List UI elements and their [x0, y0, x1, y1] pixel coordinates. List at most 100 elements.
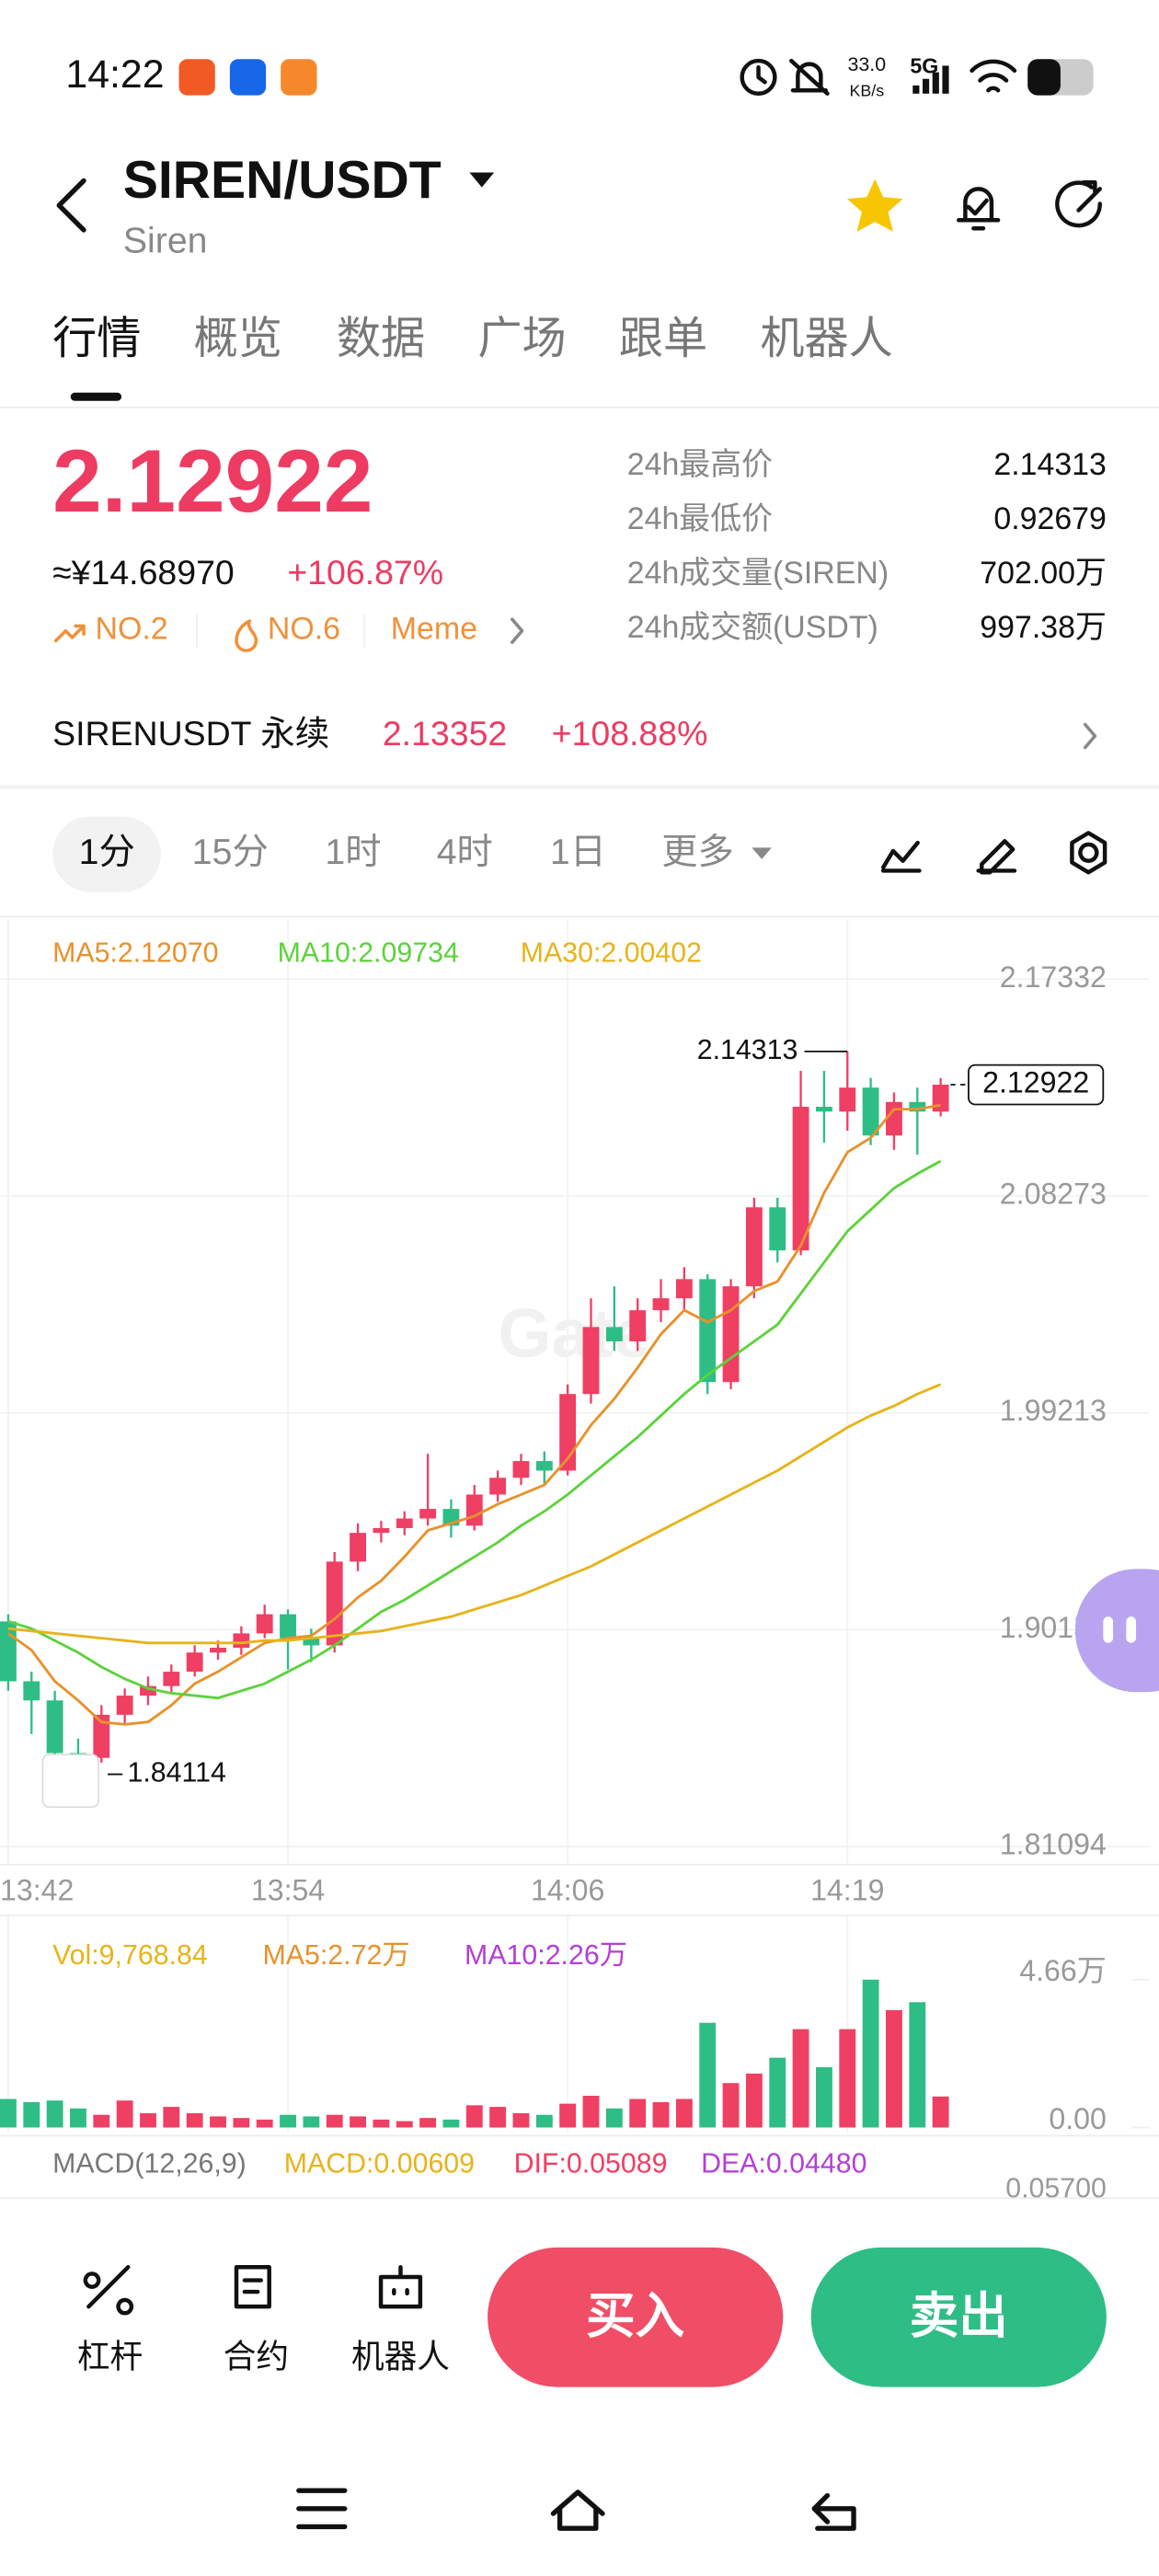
- volume-bar: [582, 2096, 600, 2128]
- buy-button[interactable]: [488, 2247, 784, 2387]
- tab[interactable]: 行情: [52, 314, 141, 363]
- volume-bar: [769, 2057, 786, 2128]
- tag-more[interactable]: [511, 617, 524, 645]
- tab[interactable]: 概览: [194, 314, 282, 363]
- tab[interactable]: 数据: [337, 314, 425, 363]
- app-icon: [281, 59, 317, 96]
- candle-body: [886, 1101, 902, 1136]
- candle-body: [629, 1310, 647, 1341]
- floating-assistant[interactable]: [1075, 1569, 1159, 1693]
- interval[interactable]: 1时: [325, 832, 381, 872]
- candle-body: [909, 1101, 926, 1112]
- share-button[interactable]: [1055, 179, 1102, 228]
- candle-body: [652, 1298, 670, 1311]
- tag[interactable]: NO.6: [268, 612, 340, 647]
- tool-label[interactable]: 合约: [224, 2339, 289, 2375]
- stat-label: 24h最低价: [627, 501, 773, 536]
- bot-icon[interactable]: [378, 2265, 423, 2309]
- leverage-icon[interactable]: [83, 2265, 134, 2316]
- x-tick-label: 13:42: [0, 1874, 74, 1907]
- legend-entry: MA5:2.12070: [52, 938, 218, 969]
- volume-bar: [93, 2114, 110, 2128]
- x-tick-label: 14:19: [810, 1874, 884, 1907]
- candle-body: [699, 1279, 717, 1383]
- candle-body: [512, 1461, 530, 1478]
- more-dropdown[interactable]: [752, 847, 772, 859]
- volume-bar: [0, 2099, 17, 2128]
- volume-legend: MA5:2.72万: [263, 1940, 410, 1971]
- ma-line: [7, 1383, 942, 1645]
- ma-line: [7, 1159, 942, 1700]
- sell-button[interactable]: [810, 2247, 1107, 2387]
- volume-bar: [512, 2112, 530, 2128]
- nav-back[interactable]: [811, 2492, 856, 2531]
- candle-body: [535, 1461, 553, 1471]
- candle-body: [140, 1685, 156, 1696]
- candle-body: [722, 1286, 740, 1383]
- nav-home[interactable]: [550, 2490, 605, 2531]
- candle-body: [932, 1085, 949, 1112]
- candle-body: [675, 1279, 693, 1299]
- volume-bar: [442, 2119, 460, 2128]
- candle-body: [116, 1696, 133, 1715]
- y-tick-label: 2.17332: [1000, 960, 1107, 994]
- volume-bar: [350, 2116, 366, 2128]
- volume-bar: [280, 2114, 296, 2128]
- x-tick-label: 13:54: [251, 1874, 325, 1907]
- tag[interactable]: Meme: [391, 612, 477, 647]
- candle-body: [419, 1509, 437, 1519]
- volume-bar: [839, 2029, 856, 2128]
- tool-label[interactable]: 机器人: [351, 2339, 450, 2375]
- pair-title[interactable]: SIREN/USDT: [123, 151, 442, 210]
- draw-button[interactable]: [976, 839, 1017, 875]
- assistant-eye: [1126, 1616, 1137, 1643]
- interval[interactable]: 15分: [192, 832, 269, 872]
- alert-button[interactable]: [957, 187, 1001, 231]
- volume-legend: Vol:9,768.84: [52, 1940, 208, 1971]
- mute-icon: [788, 58, 830, 97]
- sell-label[interactable]: 卖出: [910, 2290, 1008, 2344]
- candle-body: [46, 1700, 63, 1754]
- volume-bar: [605, 2108, 623, 2128]
- hot-icon: [235, 619, 258, 652]
- interval[interactable]: 4时: [437, 832, 493, 872]
- indicator-button[interactable]: [880, 840, 922, 873]
- signal-bar: [942, 65, 949, 94]
- tab[interactable]: 广场: [477, 314, 566, 363]
- reset-button[interactable]: [41, 1754, 99, 1809]
- candle-body: [93, 1714, 110, 1758]
- contract-icon[interactable]: [234, 2265, 271, 2309]
- back-button[interactable]: [56, 178, 86, 233]
- change-percent: +106.87%: [287, 553, 443, 592]
- settings-button[interactable]: [1070, 831, 1107, 875]
- low-label: 1.84114: [127, 1758, 225, 1788]
- interval[interactable]: 1日: [550, 832, 606, 872]
- favorite-star[interactable]: [846, 178, 903, 232]
- legend-entry: MA30:2.00402: [521, 938, 702, 969]
- nav-menu[interactable]: [296, 2488, 348, 2530]
- tool-label[interactable]: 杠杆: [77, 2339, 143, 2375]
- volume-bar: [326, 2114, 343, 2128]
- net-unit: KB/s: [849, 82, 884, 100]
- pair-dropdown[interactable]: [469, 172, 495, 188]
- assistant-eye: [1103, 1616, 1114, 1643]
- y-tick-label: 2.08273: [1000, 1177, 1107, 1210]
- perp-name[interactable]: SIRENUSDT 永续: [52, 714, 329, 753]
- tab[interactable]: 跟单: [619, 314, 707, 363]
- candle-body: [303, 1638, 320, 1646]
- candle-body: [210, 1648, 226, 1653]
- candle-body: [233, 1633, 250, 1649]
- volume-bar: [675, 2099, 693, 2128]
- volume-bar: [909, 2002, 926, 2128]
- x-tick-label: 14:06: [531, 1874, 604, 1907]
- volume-tick-label: 0.00: [1049, 2102, 1107, 2135]
- buy-label[interactable]: 买入: [586, 2290, 684, 2344]
- perp-more[interactable]: [1083, 722, 1097, 750]
- volume-bar: [373, 2119, 390, 2128]
- tag[interactable]: NO.2: [96, 612, 168, 647]
- interval[interactable]: 1分: [79, 832, 135, 872]
- tab[interactable]: 机器人: [760, 314, 893, 363]
- interval[interactable]: 更多: [661, 832, 734, 872]
- candle-body: [605, 1327, 623, 1341]
- volume-bar: [862, 1979, 879, 2128]
